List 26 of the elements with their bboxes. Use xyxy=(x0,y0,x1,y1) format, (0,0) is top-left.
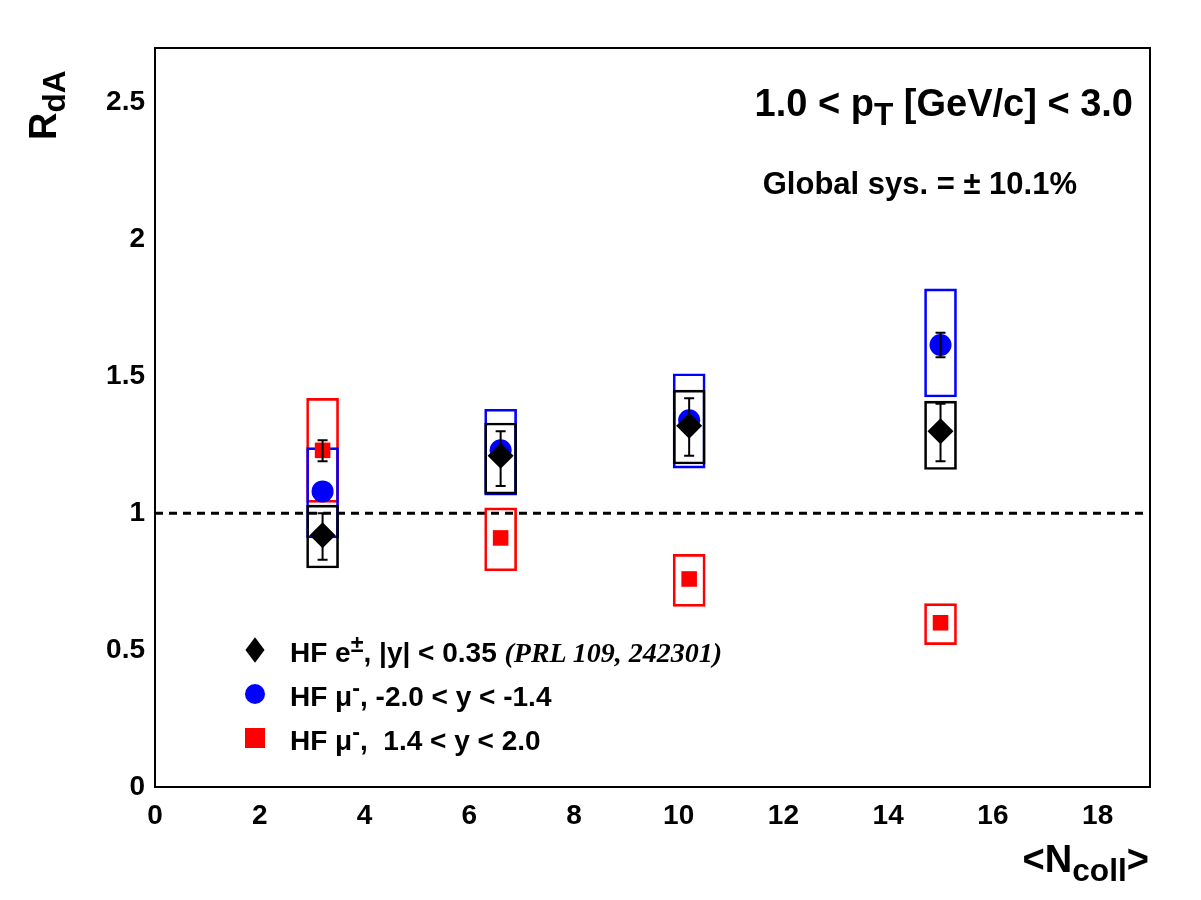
x-tick-label: 6 xyxy=(461,798,477,830)
y-tick-label: 1.5 xyxy=(106,359,145,391)
y-tick-label: 2 xyxy=(129,222,145,254)
x-tick-label: 16 xyxy=(977,798,1009,830)
x-tick-label: 12 xyxy=(767,798,799,830)
y-tick-label: 0 xyxy=(129,769,145,801)
x-tick-label: 2 xyxy=(251,798,268,830)
x-tick-label: 4 xyxy=(356,798,373,830)
annotation: Global sys. = ± 10.1% xyxy=(762,166,1077,202)
x-tick-label: 14 xyxy=(872,798,905,830)
x-tick-label: 8 xyxy=(566,798,582,830)
y-tick-label: 1 xyxy=(129,496,145,528)
legend-label: HF μ$^{-}$, -2.0 < y < -1.4 xyxy=(290,674,552,714)
bar xyxy=(924,400,957,470)
x-tick-label: 10 xyxy=(663,798,695,830)
bar xyxy=(672,554,706,607)
y-tick-label: 0.5 xyxy=(106,632,145,664)
bar xyxy=(484,507,517,572)
annotation: 1.0 < p$_{T}$ [GeV/c] < 3.0 xyxy=(754,82,1133,133)
legend-label: HF μ$^{-}$, 1.4 < y < 2.0 xyxy=(290,718,541,758)
bar xyxy=(924,288,957,398)
bar xyxy=(924,603,957,645)
y-tick-label: 2.5 xyxy=(106,85,145,117)
x-tick-label: 18 xyxy=(1082,798,1114,830)
legend-label: HF e$^{±}$, |y| < 0.35 (PRL 109, 242301) xyxy=(290,630,722,670)
x-axis-title: <N$_{coll}$> xyxy=(1022,838,1149,889)
